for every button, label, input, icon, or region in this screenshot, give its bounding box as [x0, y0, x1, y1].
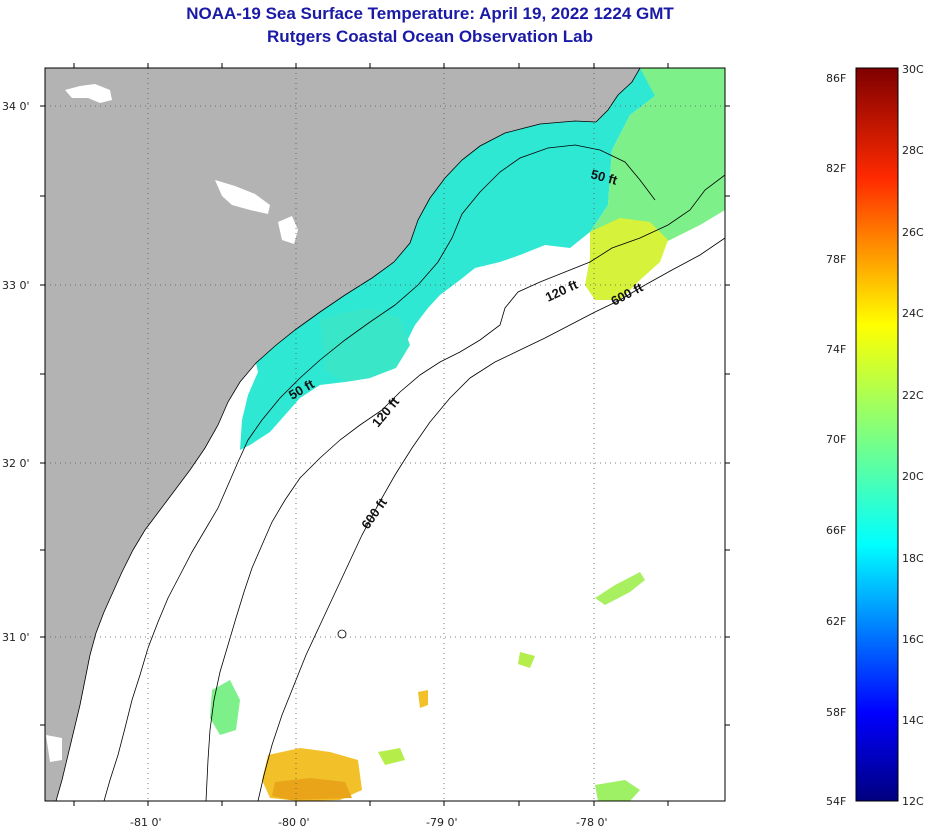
coastline: [55, 68, 641, 801]
sst-region-mild: [378, 748, 405, 765]
colorbar-label-f: 86F: [826, 72, 846, 85]
colorbar-label-c: 14C: [902, 714, 924, 727]
lon-label: -78 0': [576, 816, 608, 829]
colorbar-label-c: 16C: [902, 633, 924, 646]
sst-region-mild: [595, 780, 640, 801]
lat-label: 32 0': [2, 457, 30, 470]
isobath-120ft: [205, 174, 725, 801]
axis-ticks: [40, 63, 730, 806]
sst-region-warm: [418, 690, 428, 708]
contour-label-50ft: 50 ft: [589, 166, 619, 188]
lat-label: 33 0': [2, 279, 30, 292]
colorbar-label-f: 70F: [826, 433, 846, 446]
lon-label: -81 0': [130, 816, 162, 829]
colorbar-label-c: 18C: [902, 552, 924, 565]
map-frame: [44, 67, 726, 802]
sst-region-mild: [210, 680, 240, 735]
map-subtitle: Rutgers Coastal Ocean Observation Lab: [267, 27, 593, 46]
colorbar-label-c: 28C: [902, 144, 924, 157]
lake-area: [65, 84, 112, 103]
colorbar-label-f: 74F: [826, 343, 846, 356]
colorbar-label-c: 24C: [902, 307, 924, 320]
colorbar-label-c: 22C: [902, 389, 924, 402]
colorbar: [855, 67, 899, 802]
colorbar-label-f: 82F: [826, 162, 846, 175]
sst-region-mild: [595, 572, 645, 605]
colorbar-label-f: 54F: [826, 795, 846, 808]
lake-area: [215, 180, 270, 214]
sst-region-warm: [585, 218, 668, 300]
map-title: NOAA-19 Sea Surface Temperature: April 1…: [186, 4, 674, 23]
isobath-50ft: [103, 144, 656, 801]
lat-label: 34 0': [2, 100, 30, 113]
colorbar-label-f: 66F: [826, 524, 846, 537]
seamount-contour: [337, 629, 347, 639]
colorbar-label-f: 58F: [826, 706, 846, 719]
colorbar-label-f: 78F: [826, 253, 846, 266]
sst-region-mild: [518, 652, 535, 668]
sst-region-mild: [590, 68, 725, 262]
sst-region-warm: [272, 778, 352, 800]
lon-label: -80 0': [278, 816, 310, 829]
lake-area: [46, 735, 62, 762]
grid-lines: [45, 68, 725, 801]
colorbar-label-f: 62F: [826, 615, 846, 628]
colorbar-label-c: 26C: [902, 226, 924, 239]
isobath-600ft: [257, 237, 725, 801]
lon-label: -79 0': [426, 816, 458, 829]
colorbar-label-c: 20C: [902, 470, 924, 483]
lake-area: [278, 216, 298, 244]
sst-region-cool: [320, 308, 410, 382]
lat-label: 31 0': [2, 631, 30, 644]
land-area: [45, 68, 640, 801]
colorbar-label-c: 12C: [902, 795, 924, 808]
colorbar-label-c: 30C: [902, 63, 924, 76]
